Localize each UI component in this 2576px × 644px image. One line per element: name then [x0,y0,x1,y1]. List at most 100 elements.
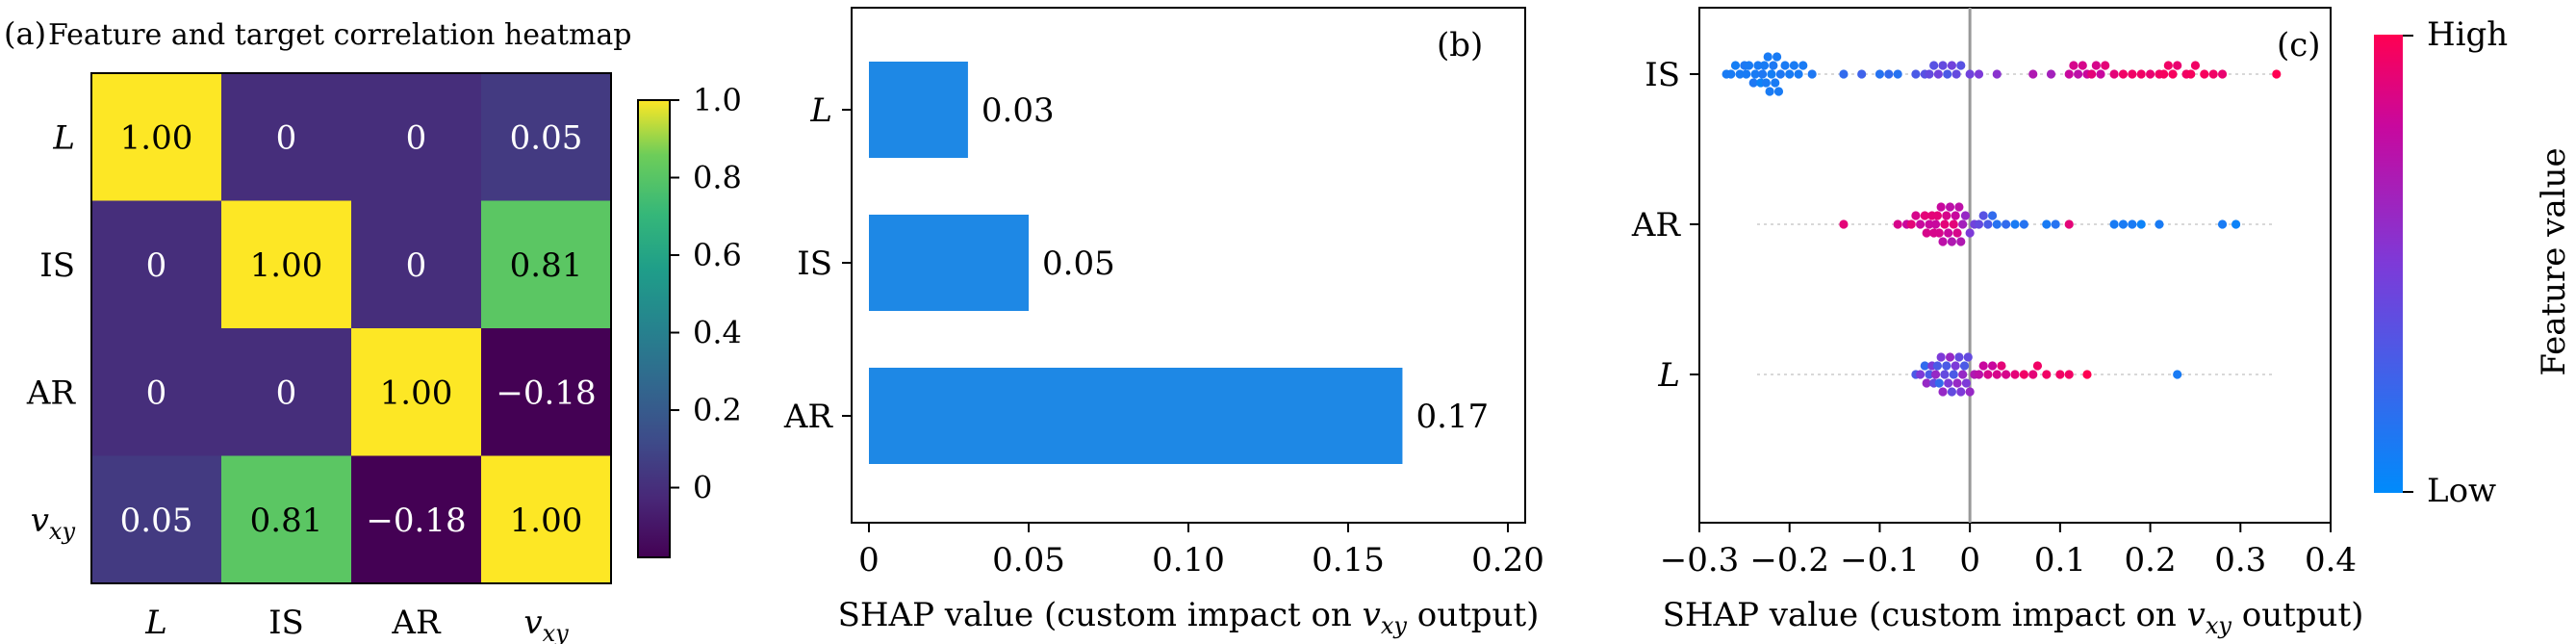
shap-point-ar [2002,219,2011,229]
heatmap-cell-value: 0.05 [510,118,583,157]
shap-point-l [2055,370,2065,379]
shap-point-ar [1949,219,1958,229]
shap-point-ar [1942,211,1951,220]
shap-point-l [1959,361,1970,371]
beeswarm-axes-frame [1698,7,2332,524]
shap-point-ar [1958,219,1968,229]
shap-point-ar [2155,219,2164,229]
shap-point-is [2190,61,2201,70]
colorbar-high-label: High [2427,15,2508,54]
panel-b-label: (b) [1437,26,1483,64]
bar-category-label: IS [797,245,832,283]
shap-point-l [2064,370,2074,379]
shap-point-l [2042,370,2052,379]
colorbar-tick-label: 1.0 [693,82,742,118]
shap-point-l [1944,378,1953,388]
shap-point-is [2163,61,2173,70]
heatmap-cell-value: −0.18 [366,502,466,540]
colorbar-tick-label: 0 [693,470,712,506]
shap-point-is [1767,69,1776,79]
shap-point-l [2019,370,2028,379]
heatmap-title: Feature and target correlation heatmap [48,18,632,52]
shap-point-ar [2217,219,2228,229]
shap-point-ar [2136,219,2146,229]
shap-point-is [2087,69,2097,79]
bar-x-axis-label: SHAP value (custom impact on vxy output) [838,596,1540,639]
beeswarm-x-tick-label: 0.1 [2034,541,2086,580]
beeswarm-feature-label: L [1657,356,1680,395]
shap-point-is [1965,69,1975,79]
shap-point-is [1947,61,1956,70]
heatmap-cell [91,73,222,201]
shap-point-l [2082,370,2092,379]
shap-point-is [1911,69,1921,79]
shap-point-l [1925,370,1934,379]
shap-point-l [1978,361,1988,371]
shap-point-is [1773,87,1784,96]
heatmap-cell [351,73,482,201]
shap-point-ar [2128,219,2137,229]
shap-point-ar [1938,237,1948,246]
shap-point-l [1961,378,1971,388]
shap-point-is [2159,69,2169,79]
shap-point-is [1875,69,1885,79]
beeswarm-x-tick-label: −0.1 [1840,541,1920,580]
shap-point-is [1884,69,1894,79]
shap-point-ar [1911,211,1921,220]
beeswarm-x-tick-label: 0 [1959,541,1980,580]
beeswarm-feature-label: AR [1631,206,1682,245]
shap-point-l [1938,387,1948,397]
heatmap-col-label: IS [268,604,304,642]
shap-point-is [2136,69,2146,79]
shap-point-is [2074,69,2083,79]
shap-point-l [1997,361,2006,371]
shap-point-l [1983,370,1993,379]
shap-point-ar [1934,228,1944,238]
shap-point-is [1753,61,1763,70]
shap-point-is [1785,69,1795,79]
shap-point-ar [1906,219,1916,229]
shap-point-l [1945,352,1955,362]
shap-point-is [2186,69,2196,79]
heatmap-cell [91,200,222,329]
shap-point-is [1807,69,1817,79]
shap-point-is [1798,61,1808,70]
shap-point-ar [1839,219,1849,229]
bar-x-tick-label: 0.05 [992,541,1065,580]
panel-c-label: (c) [2277,26,2321,64]
bar-value-label: 0.05 [1042,245,1115,283]
shap-point-ar [1951,211,1960,220]
beeswarm-x-axis-label: SHAP value (custom impact on vxy output) [1663,596,2364,639]
shap-point-ar [1922,228,1931,238]
heatmap-cell [91,455,222,584]
shap-beeswarm-panel: (c) IS AR L −0.3 −0.2 −0.1 0 0.1 0.2 0.3 0.4 SHAP… [1631,7,2573,639]
shap-point-is [2118,69,2129,79]
heatmap-row-label: L [52,118,75,157]
shap-point-l [1940,370,1950,379]
shap-point-is [1771,78,1780,88]
shap-point-is [1772,52,1782,62]
shap-point-is [1951,69,1961,79]
colorbar-tick-label: 0.4 [693,315,742,351]
shap-point-ar [2232,219,2241,229]
colorbar-tick-label: 0.2 [693,392,742,428]
shap-point-is [1759,61,1770,70]
shap-point-l [1992,370,2002,379]
bar-value-label: 0.17 [1416,398,1489,436]
shap-point-is [1761,78,1771,88]
shap-point-is [2078,61,2087,70]
shap-point-ar [1974,219,1984,229]
shap-point-ar [1932,211,1943,220]
shap-point-is [1763,52,1773,62]
shap-point-is [1765,87,1774,96]
shap-point-ar [1983,219,1993,229]
shap-point-ar [1947,237,1956,246]
shap-point-l [1963,352,1973,362]
shap-point-is [1750,69,1760,79]
shap-point-ar [1944,228,1953,238]
shap-point-is [2128,69,2137,79]
bar-category-label: L [809,91,832,130]
heatmap-cell-value: 0.05 [120,502,193,540]
